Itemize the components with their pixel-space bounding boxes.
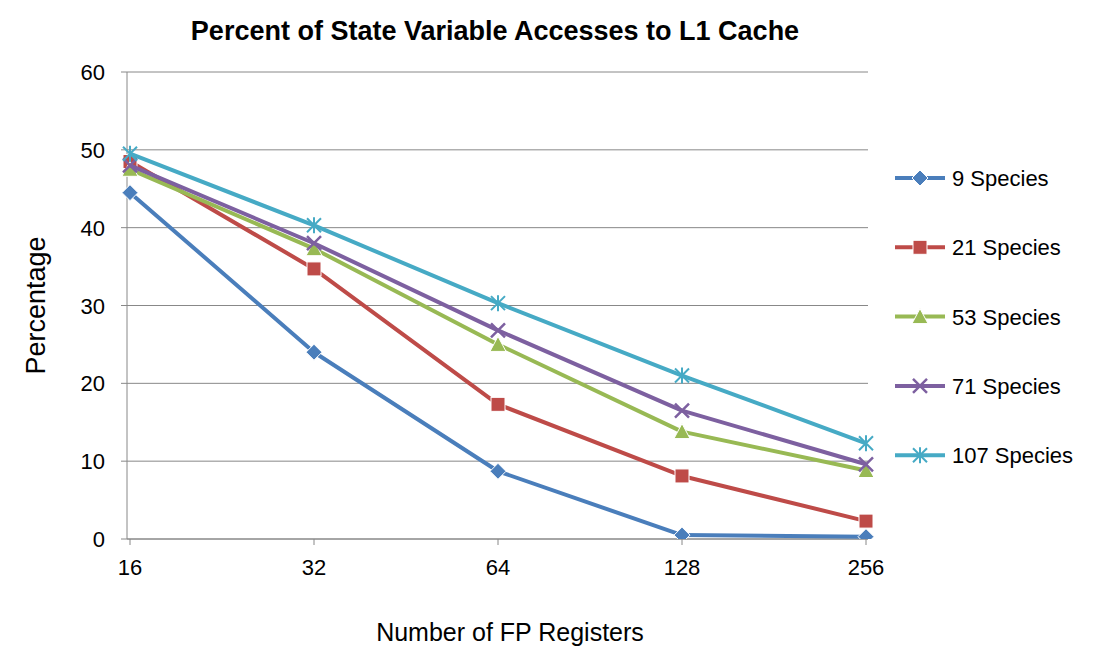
marker bbox=[912, 170, 928, 186]
legend-label: 9 Species bbox=[952, 166, 1049, 191]
grid-line bbox=[127, 149, 868, 150]
marker bbox=[123, 146, 137, 162]
y-tick bbox=[121, 227, 127, 228]
y-axis-label: Percentage bbox=[21, 236, 51, 374]
y-tick-label: 30 bbox=[81, 294, 105, 319]
x-tick bbox=[866, 539, 867, 545]
y-tick-label: 40 bbox=[81, 216, 105, 241]
legend-label: 71 Species bbox=[952, 374, 1061, 399]
marker bbox=[122, 185, 138, 201]
chart: Percent of State Variable Accesses to L1… bbox=[0, 0, 1100, 664]
marker bbox=[306, 344, 322, 360]
legend-label: 53 Species bbox=[952, 305, 1061, 330]
series-line bbox=[130, 162, 866, 522]
x-axis-label: Number of FP Registers bbox=[376, 618, 644, 646]
marker bbox=[490, 336, 506, 351]
series bbox=[122, 185, 874, 539]
x-tick-label: 16 bbox=[118, 555, 142, 580]
marker bbox=[913, 240, 927, 254]
x-tick-label: 64 bbox=[486, 555, 510, 580]
y-tick-label: 50 bbox=[81, 138, 105, 163]
series bbox=[123, 146, 873, 452]
marker bbox=[491, 323, 505, 337]
marker bbox=[491, 295, 505, 311]
marker bbox=[913, 379, 927, 393]
marker bbox=[675, 469, 689, 483]
x-tick bbox=[682, 539, 683, 545]
series-line bbox=[130, 169, 866, 470]
marker bbox=[858, 529, 874, 539]
x-tick-label: 256 bbox=[848, 555, 885, 580]
marker bbox=[859, 457, 873, 471]
y-axis bbox=[127, 72, 128, 539]
y-tick bbox=[121, 383, 127, 384]
marker bbox=[913, 447, 927, 463]
series-line bbox=[130, 154, 866, 444]
marker bbox=[674, 527, 690, 539]
title: Percent of State Variable Accesses to L1… bbox=[191, 16, 799, 46]
series-line bbox=[130, 165, 866, 464]
marker bbox=[675, 404, 689, 418]
x-tick bbox=[314, 539, 315, 545]
grid-line bbox=[127, 227, 868, 228]
grid-line bbox=[127, 72, 868, 73]
x-tick bbox=[498, 539, 499, 545]
grid-line bbox=[127, 461, 868, 462]
y-tick-label: 0 bbox=[93, 527, 105, 552]
legend: 9 Species 21 Species 53 Species 71 Species 1… bbox=[895, 166, 1073, 468]
plot-area bbox=[122, 146, 874, 539]
marker bbox=[859, 514, 873, 528]
legend-label: 21 Species bbox=[952, 235, 1061, 260]
series-line bbox=[130, 193, 866, 537]
marker bbox=[490, 463, 506, 479]
marker bbox=[675, 368, 689, 384]
x-tick-label: 32 bbox=[302, 555, 326, 580]
series bbox=[123, 155, 873, 529]
y-tick-label: 10 bbox=[81, 449, 105, 474]
marker bbox=[674, 424, 690, 439]
y-tick-label: 60 bbox=[81, 60, 105, 85]
grid-line bbox=[127, 383, 868, 384]
marker bbox=[912, 309, 928, 324]
x-tick bbox=[130, 539, 131, 545]
legend-label: 107 Species bbox=[952, 443, 1073, 468]
y-tick-label: 20 bbox=[81, 371, 105, 396]
marker bbox=[859, 435, 873, 451]
y-tick bbox=[121, 305, 127, 306]
series bbox=[122, 161, 874, 477]
marker bbox=[491, 397, 505, 411]
marker bbox=[307, 217, 321, 233]
x-tick-label: 128 bbox=[664, 555, 701, 580]
marker bbox=[307, 262, 321, 276]
y-tick bbox=[121, 461, 127, 462]
y-tick bbox=[121, 539, 127, 540]
series bbox=[123, 158, 873, 471]
marker bbox=[307, 236, 321, 250]
y-tick bbox=[121, 72, 127, 73]
